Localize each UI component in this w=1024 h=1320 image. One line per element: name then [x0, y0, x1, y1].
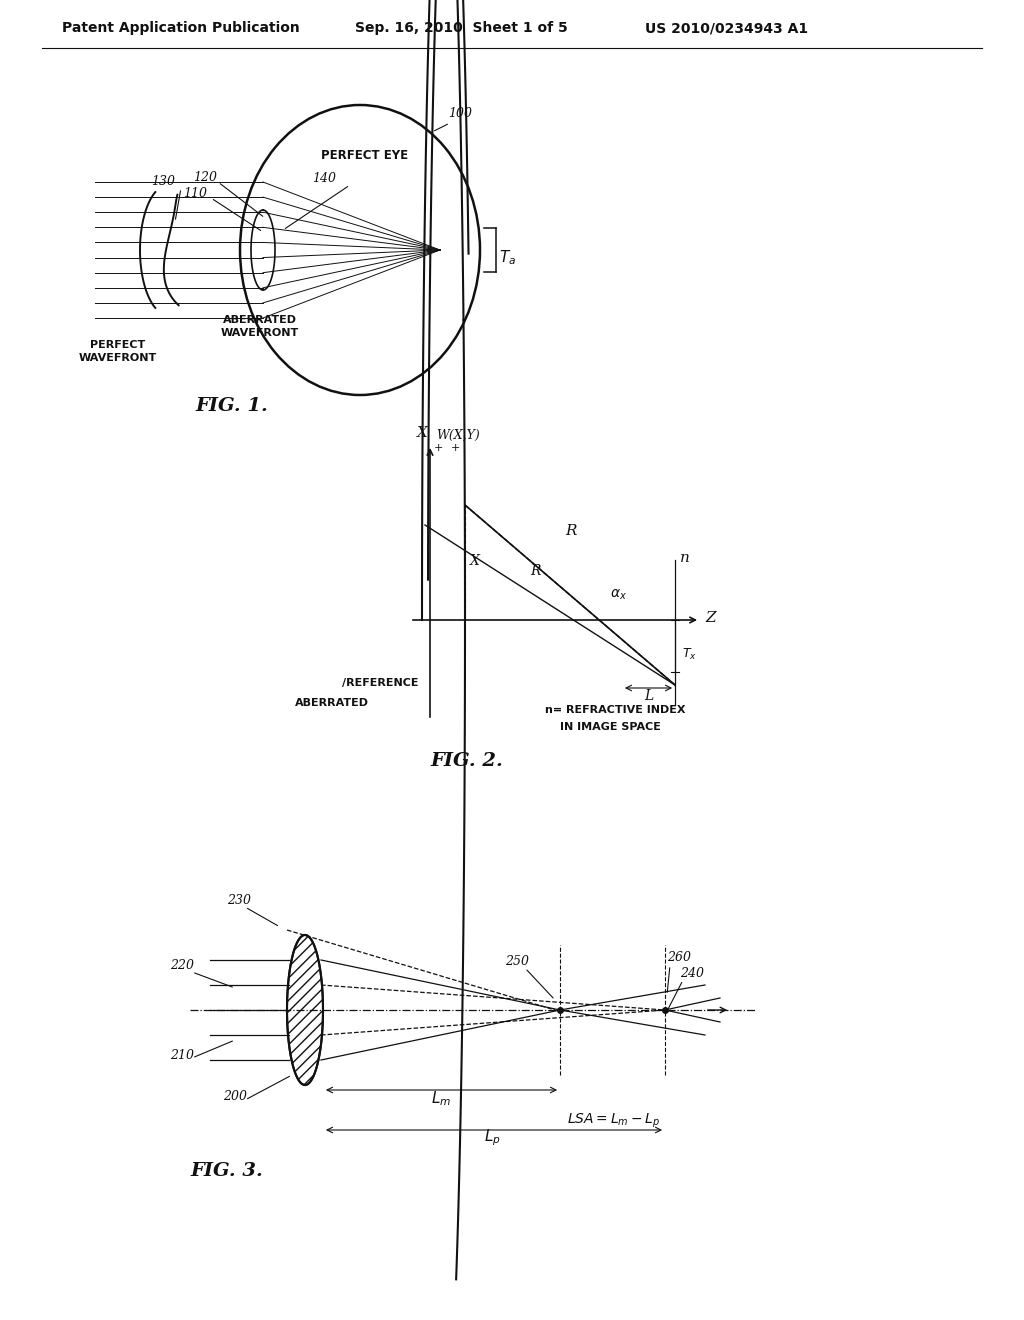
Text: 250: 250 — [505, 954, 529, 968]
Polygon shape — [287, 935, 323, 1085]
Text: +: + — [433, 444, 442, 453]
Text: R: R — [530, 564, 541, 578]
Text: n: n — [680, 550, 690, 565]
Text: $T_x$: $T_x$ — [682, 647, 697, 663]
Text: X: X — [470, 554, 480, 568]
Text: W(X,Y): W(X,Y) — [436, 429, 480, 442]
Text: $\alpha_x$: $\alpha_x$ — [610, 587, 627, 602]
Text: $T_a$: $T_a$ — [499, 248, 516, 268]
Text: FIG. 1.: FIG. 1. — [195, 397, 267, 414]
Text: $LSA=L_m-L_p$: $LSA=L_m-L_p$ — [567, 1111, 660, 1130]
Text: ABERRATED: ABERRATED — [295, 698, 369, 708]
Text: Patent Application Publication: Patent Application Publication — [62, 21, 300, 36]
Text: 240: 240 — [680, 968, 705, 979]
Text: 140: 140 — [312, 172, 336, 185]
Text: PERFECT: PERFECT — [90, 341, 145, 350]
Text: 120: 120 — [193, 172, 217, 183]
Text: X: X — [417, 426, 428, 440]
Text: 210: 210 — [170, 1049, 194, 1063]
Text: 110: 110 — [183, 187, 207, 201]
Text: WAVEFRONT: WAVEFRONT — [221, 327, 299, 338]
Text: US 2010/0234943 A1: US 2010/0234943 A1 — [645, 21, 808, 36]
Text: n= REFRACTIVE INDEX: n= REFRACTIVE INDEX — [545, 705, 685, 715]
Text: 130: 130 — [151, 176, 175, 187]
Text: 230: 230 — [227, 894, 251, 907]
Text: ABERRATED: ABERRATED — [223, 315, 297, 325]
Text: Sep. 16, 2010  Sheet 1 of 5: Sep. 16, 2010 Sheet 1 of 5 — [355, 21, 567, 36]
Text: 260: 260 — [667, 950, 691, 964]
Text: Z: Z — [705, 611, 716, 624]
Text: 220: 220 — [170, 960, 194, 972]
Text: 100: 100 — [449, 107, 472, 120]
Text: R: R — [565, 524, 577, 539]
Text: FIG. 3.: FIG. 3. — [190, 1162, 263, 1180]
Text: FIG. 2.: FIG. 2. — [430, 752, 503, 770]
Text: WAVEFRONT: WAVEFRONT — [79, 352, 157, 363]
Text: +: + — [451, 444, 460, 453]
Text: IN IMAGE SPACE: IN IMAGE SPACE — [560, 722, 660, 733]
Text: $L_m$: $L_m$ — [431, 1089, 452, 1107]
Text: 200: 200 — [223, 1090, 247, 1104]
Text: $L_p$: $L_p$ — [484, 1127, 501, 1148]
Text: /REFERENCE: /REFERENCE — [342, 678, 419, 688]
Text: PERFECT EYE: PERFECT EYE — [322, 149, 409, 162]
Text: L: L — [644, 689, 653, 704]
